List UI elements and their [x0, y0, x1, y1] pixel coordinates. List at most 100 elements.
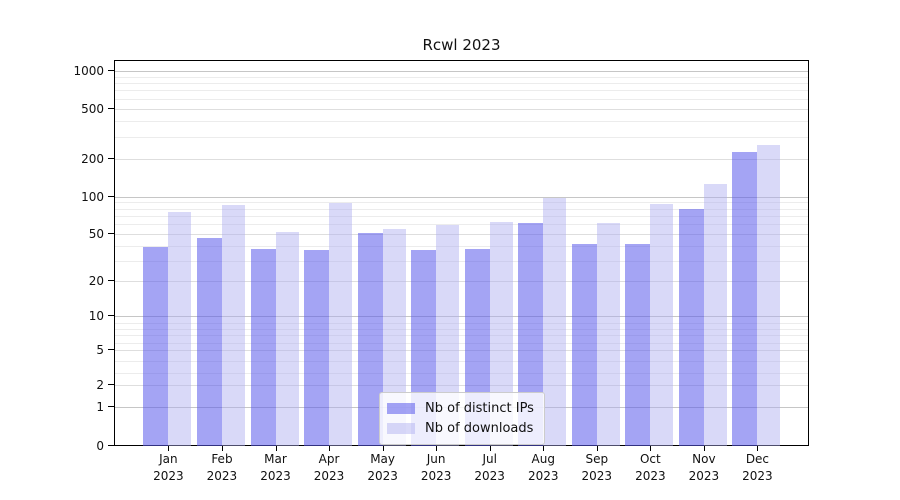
- y-tick-label-500: 500: [81, 102, 104, 116]
- gridline-minor: [115, 224, 808, 226]
- bar-nb-of-downloads-aug: [543, 198, 567, 446]
- x-tick-mark: [436, 446, 438, 451]
- y-tick-mark: [108, 158, 114, 159]
- x-tick-label-sep: Sep 2023: [581, 452, 613, 483]
- gridline-minor: [115, 342, 808, 344]
- bar-nb-of-distinct-ips-mar: [250, 248, 276, 446]
- gridline-minor: [115, 328, 808, 330]
- x-tick-mark: [275, 446, 277, 451]
- bar-nb-of-downloads-nov: [703, 183, 727, 446]
- y-tick-label-10: 10: [88, 309, 104, 323]
- bar-nb-of-downloads-dec: [757, 144, 781, 446]
- gridline-minor: [115, 335, 808, 337]
- gridline-minor: [115, 245, 808, 247]
- x-tick-mark: [329, 446, 331, 451]
- y-tick-mark: [108, 196, 114, 197]
- x-tick-mark: [703, 446, 705, 451]
- gridline-major: [115, 71, 808, 72]
- chart-legend: Nb of distinct IPs Nb of downloads: [379, 392, 545, 445]
- bar-nb-of-distinct-ips-may: [357, 232, 383, 446]
- y-tick-label-200: 200: [81, 152, 104, 166]
- gridline-major: [115, 316, 808, 317]
- x-tick-label-jul: Jul 2023: [474, 452, 505, 483]
- x-tick-label-may: May 2023: [367, 452, 398, 483]
- bar-nb-of-distinct-ips-dec: [732, 152, 758, 446]
- x-tick-label-oct: Oct 2023: [635, 452, 666, 483]
- bar-nb-of-downloads-oct: [650, 203, 674, 446]
- x-tick-mark: [382, 446, 384, 451]
- bar-nb-of-downloads-sep: [596, 223, 620, 446]
- bar-nb-of-downloads-mar: [275, 231, 299, 446]
- bar-nb-of-distinct-ips-jan: [143, 247, 169, 446]
- bar-nb-of-downloads-jan: [168, 212, 192, 446]
- x-tick-mark: [757, 446, 759, 451]
- x-tick-label-jan: Jan 2023: [153, 452, 184, 483]
- gridline-major: [115, 350, 808, 351]
- y-tick-mark: [108, 315, 114, 316]
- y-tick-label-50: 50: [88, 227, 104, 241]
- bar-nb-of-distinct-ips-sep: [571, 244, 597, 446]
- bar-nb-of-downloads-jun: [436, 224, 460, 446]
- x-tick-label-apr: Apr 2023: [313, 452, 345, 483]
- y-tick-label-1: 1: [96, 400, 104, 414]
- gridline-minor: [115, 215, 808, 217]
- legend-swatch-distinct-ips: [387, 402, 415, 414]
- y-tick-label-20: 20: [88, 274, 104, 288]
- y-tick-mark: [108, 349, 114, 350]
- y-tick-mark: [108, 108, 114, 109]
- chart-title: Rcwl 2023: [422, 36, 501, 54]
- gridline-major: [115, 159, 808, 160]
- bar-nb-of-downloads-may: [382, 228, 406, 446]
- y-tick-mark: [108, 233, 114, 234]
- gridline-minor: [115, 323, 808, 324]
- y-tick-mark: [108, 70, 114, 71]
- y-tick-mark: [108, 280, 114, 281]
- x-tick-label-mar: Mar 2023: [260, 452, 291, 483]
- plot-area: [114, 60, 809, 446]
- bar-nb-of-distinct-ips-oct: [625, 244, 651, 446]
- bar-nb-of-downloads-jul: [489, 222, 513, 446]
- gridline-major: [115, 109, 808, 110]
- legend-row-downloads: Nb of downloads: [387, 418, 544, 438]
- bar-nb-of-distinct-ips-nov: [678, 209, 704, 446]
- gridline-minor: [115, 261, 808, 263]
- x-tick-mark: [650, 446, 652, 451]
- gridline-minor: [115, 360, 808, 362]
- bar-nb-of-downloads-feb: [221, 204, 245, 446]
- gridline-minor: [115, 373, 808, 375]
- bar-nb-of-downloads-apr: [329, 202, 353, 446]
- x-tick-mark: [543, 446, 545, 451]
- gridline-major: [115, 281, 808, 282]
- x-tick-label-jun: Jun 2023: [420, 452, 452, 483]
- bar-nb-of-distinct-ips-feb: [196, 238, 222, 446]
- x-tick-label-feb: Feb 2023: [206, 452, 238, 483]
- y-tick-label-5: 5: [96, 343, 104, 357]
- y-tick-mark: [108, 406, 114, 407]
- legend-row-distinct-ips: Nb of distinct IPs: [387, 398, 544, 418]
- legend-label-distinct-ips: Nb of distinct IPs: [425, 400, 534, 416]
- y-tick-mark: [108, 384, 114, 385]
- gridline-minor: [115, 136, 808, 138]
- gridline-minor: [115, 98, 808, 100]
- gridline-minor: [115, 76, 808, 78]
- legend-swatch-downloads: [387, 422, 415, 434]
- x-tick-mark: [221, 446, 223, 451]
- x-tick-mark: [168, 446, 170, 451]
- gridline-minor: [115, 83, 808, 85]
- gridline-minor: [115, 90, 808, 92]
- gridline-major: [115, 385, 808, 386]
- y-tick-label-1000: 1000: [73, 64, 104, 78]
- x-tick-label-aug: Aug 2023: [527, 452, 559, 483]
- gridline-major: [115, 197, 808, 198]
- gridline-minor: [115, 202, 808, 204]
- bar-nb-of-distinct-ips-apr: [304, 249, 330, 446]
- y-tick-mark: [108, 445, 114, 446]
- y-tick-label-0: 0: [96, 439, 104, 453]
- x-tick-label-nov: Nov 2023: [688, 452, 720, 483]
- y-tick-label-100: 100: [81, 190, 104, 204]
- gridline-minor: [115, 208, 808, 210]
- x-tick-mark: [596, 446, 598, 451]
- legend-label-downloads: Nb of downloads: [425, 420, 534, 436]
- gridline-minor: [115, 121, 808, 122]
